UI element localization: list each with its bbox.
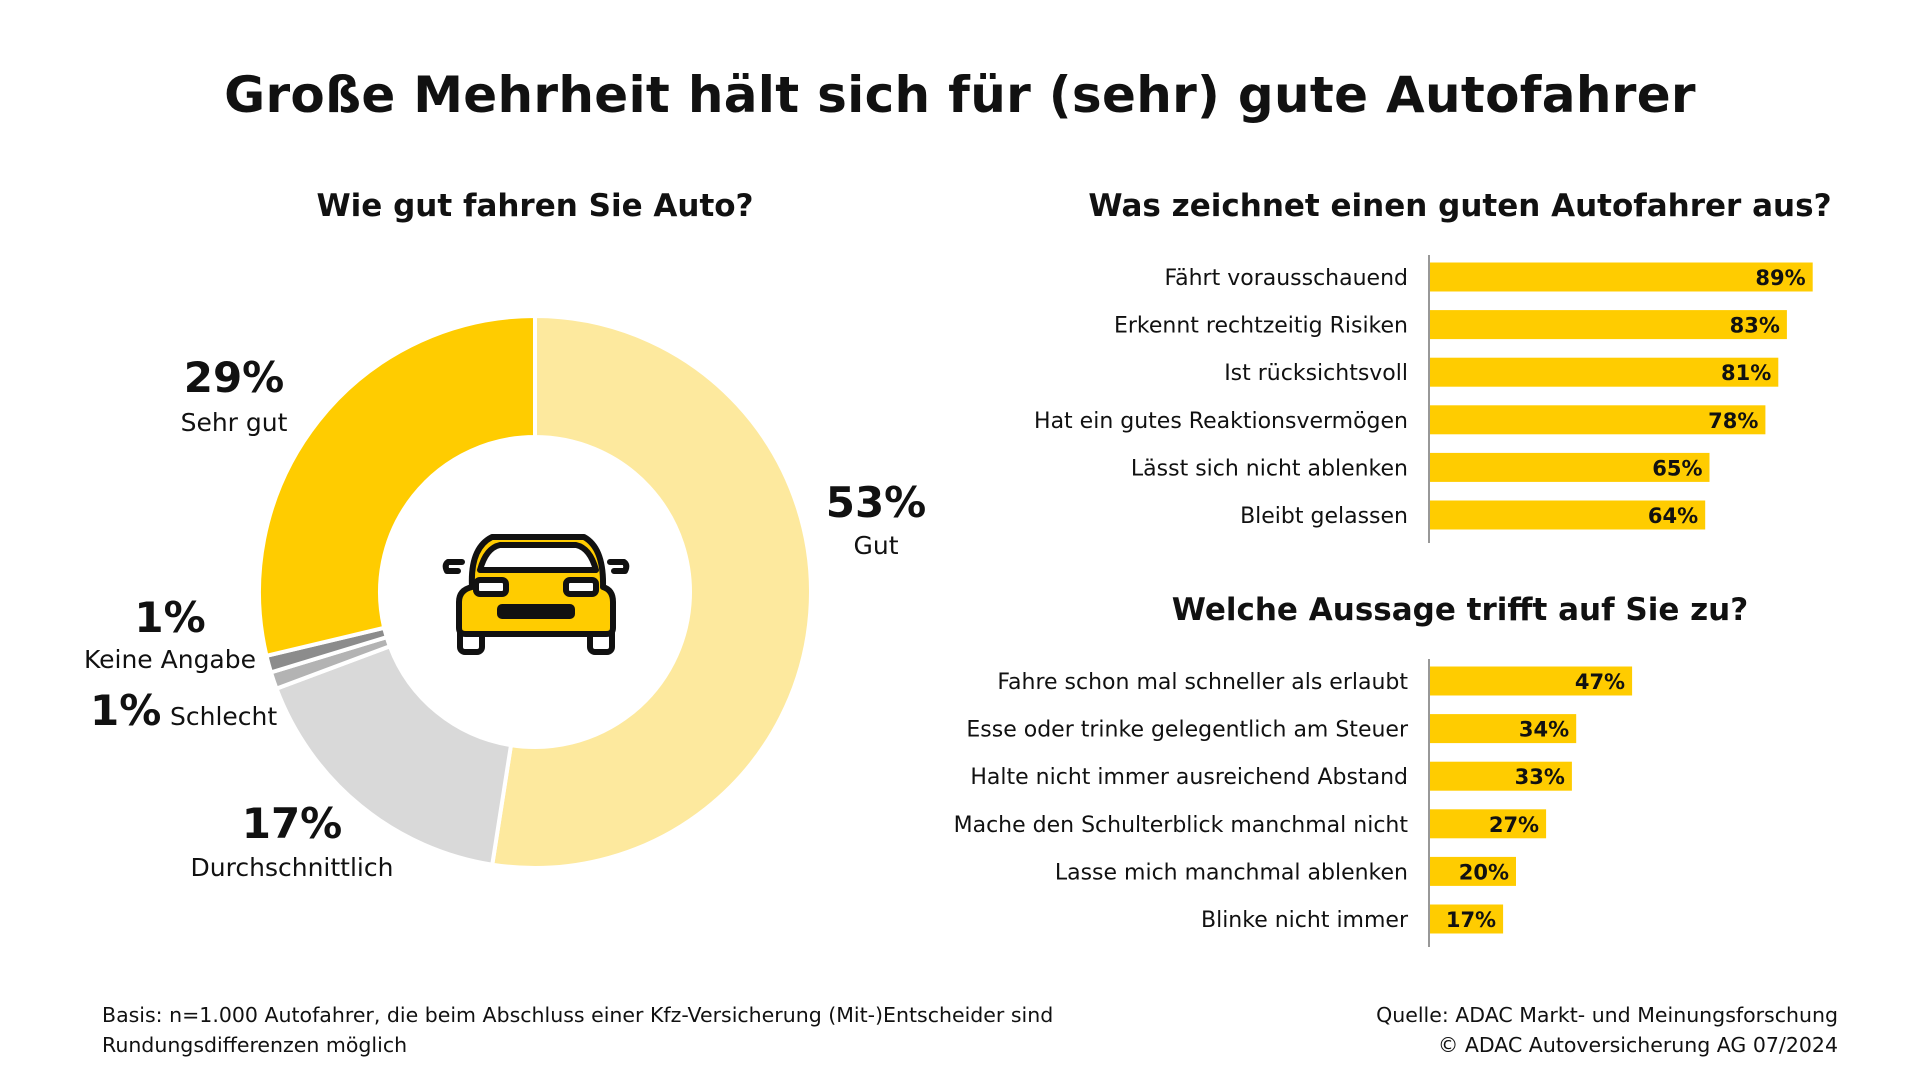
bar-esse-oder-trinke-gelegentlich-am-steuer [1430, 714, 1577, 744]
donut-chart-title: Wie gut fahren Sie Auto? [316, 188, 754, 224]
bar-value-mache-den-schulterblick-manchmal-nicht: 27% [1489, 813, 1539, 837]
bar-label-halte-nicht-immer-ausreichend-abstand: Halte nicht immer ausreichend Abstand [970, 765, 1408, 790]
slice-label-sehr-gut: Sehr gut [181, 408, 288, 437]
bar-fahre-schon-mal-schneller-als-erlaubt [1430, 666, 1633, 696]
slice-label-gut: Gut [853, 531, 898, 560]
donut-slice-gut [489, 313, 813, 870]
bar-halte-nicht-immer-ausreichend-abstand [1430, 761, 1572, 791]
footer-basis-line-1: Basis: n=1.000 Autofahrer, die beim Absc… [102, 1003, 1054, 1027]
bar-value-bleibt-gelassen: 64% [1648, 504, 1698, 528]
bar-value-fahre-schon-mal-schneller-als-erlaubt: 47% [1575, 670, 1625, 694]
bar-ist-ruecksichtsvoll [1430, 357, 1779, 387]
slice-value-keine-angabe: 1% [134, 593, 205, 642]
bar-erkennt-rechtzeitig-risiken [1430, 310, 1787, 340]
bar-hat-ein-gutes-reaktionsvermoegen [1430, 405, 1766, 435]
slice-label-keine-angabe: Keine Angabe [84, 645, 256, 674]
bar-value-blinke-nicht-immer: 17% [1446, 908, 1496, 932]
bar-value-lasse-mich-manchmal-ablenken: 20% [1459, 860, 1509, 884]
bar-label-hat-ein-gutes-reaktionsvermoegen: Hat ein gutes Reaktionsvermögen [1034, 409, 1408, 434]
slice-label-durchschnittlich: Durchschnittlich [191, 853, 394, 882]
bar-label-blinke-nicht-immer: Blinke nicht immer [1201, 908, 1409, 933]
slice-value-schlecht: 1% [90, 686, 161, 735]
bar-value-ist-ruecksichtsvoll: 81% [1721, 361, 1771, 385]
bar-lasse-mich-manchmal-ablenken [1430, 856, 1516, 886]
bar-laesst-sich-nicht-ablenken [1430, 452, 1710, 482]
bar-label-erkennt-rechtzeitig-risiken: Erkennt rechtzeitig Risiken [1114, 314, 1408, 339]
bar-label-mache-den-schulterblick-manchmal-nicht: Mache den Schulterblick manchmal nicht [954, 813, 1409, 838]
bar-label-bleibt-gelassen: Bleibt gelassen [1240, 504, 1408, 529]
donut-labels: 53% Gut 17% Durchschnittlich 1% Schlecht… [84, 353, 926, 882]
slice-value-gut: 53% [826, 478, 927, 527]
slice-label-schlecht: Schlecht [170, 702, 277, 731]
donut-slices [257, 313, 813, 870]
bar-chart-2-title: Welche Aussage trifft auf Sie zu? [1171, 592, 1749, 628]
footer-basis-line-2: Rundungsdifferenzen möglich [102, 1033, 408, 1057]
page-title: Große Mehrheit hält sich für (sehr) gute… [224, 66, 1696, 124]
footer-source-line-1: Quelle: ADAC Markt- und Meinungsforschun… [1376, 1003, 1838, 1027]
bar-label-faehrt-vorausschauend: Fährt vorausschauend [1164, 266, 1408, 291]
bar-value-laesst-sich-nicht-ablenken: 65% [1652, 456, 1702, 480]
bar-value-halte-nicht-immer-ausreichend-abstand: 33% [1515, 765, 1565, 789]
footer-source-line-2: © ADAC Autoversicherung AG 07/2024 [1437, 1033, 1838, 1057]
donut-chart: 53% Gut 17% Durchschnittlich 1% Schlecht… [84, 313, 926, 882]
footer-source: Quelle: ADAC Markt- und Meinungsforschun… [1200, 1000, 1838, 1060]
bar-label-fahre-schon-mal-schneller-als-erlaubt: Fahre schon mal schneller als erlaubt [997, 670, 1408, 695]
bar-mache-den-schulterblick-manchmal-nicht [1430, 809, 1547, 839]
slice-value-sehr-gut: 29% [184, 353, 285, 402]
bar-faehrt-vorausschauend [1430, 262, 1813, 292]
footer-basis: Basis: n=1.000 Autofahrer, die beim Absc… [102, 1000, 1102, 1060]
donut-slice-sehr-gut [257, 313, 537, 659]
bar-label-esse-oder-trinke-gelegentlich-am-steuer: Esse oder trinke gelegentlich am Steuer [966, 718, 1409, 743]
slice-value-durchschnittlich: 17% [242, 799, 343, 848]
donut-slice-durchschnittlich [273, 643, 514, 867]
bar-value-faehrt-vorausschauend: 89% [1755, 266, 1805, 290]
bar-label-laesst-sich-nicht-ablenken: Lässt sich nicht ablenken [1131, 456, 1408, 481]
bar-chart-1-title: Was zeichnet einen guten Autofahrer aus? [1088, 188, 1832, 224]
bar-label-ist-ruecksichtsvoll: Ist rücksichtsvoll [1224, 361, 1408, 386]
car-icon [442, 534, 630, 655]
bar-bleibt-gelassen [1430, 500, 1706, 530]
bar-blinke-nicht-immer [1430, 904, 1504, 934]
bar-label-lasse-mich-manchmal-ablenken: Lasse mich manchmal ablenken [1055, 860, 1408, 885]
bar-value-hat-ein-gutes-reaktionsvermoegen: 78% [1708, 409, 1758, 433]
bar-value-erkennt-rechtzeitig-risiken: 83% [1730, 314, 1780, 338]
bar-value-esse-oder-trinke-gelegentlich-am-steuer: 34% [1519, 718, 1569, 742]
